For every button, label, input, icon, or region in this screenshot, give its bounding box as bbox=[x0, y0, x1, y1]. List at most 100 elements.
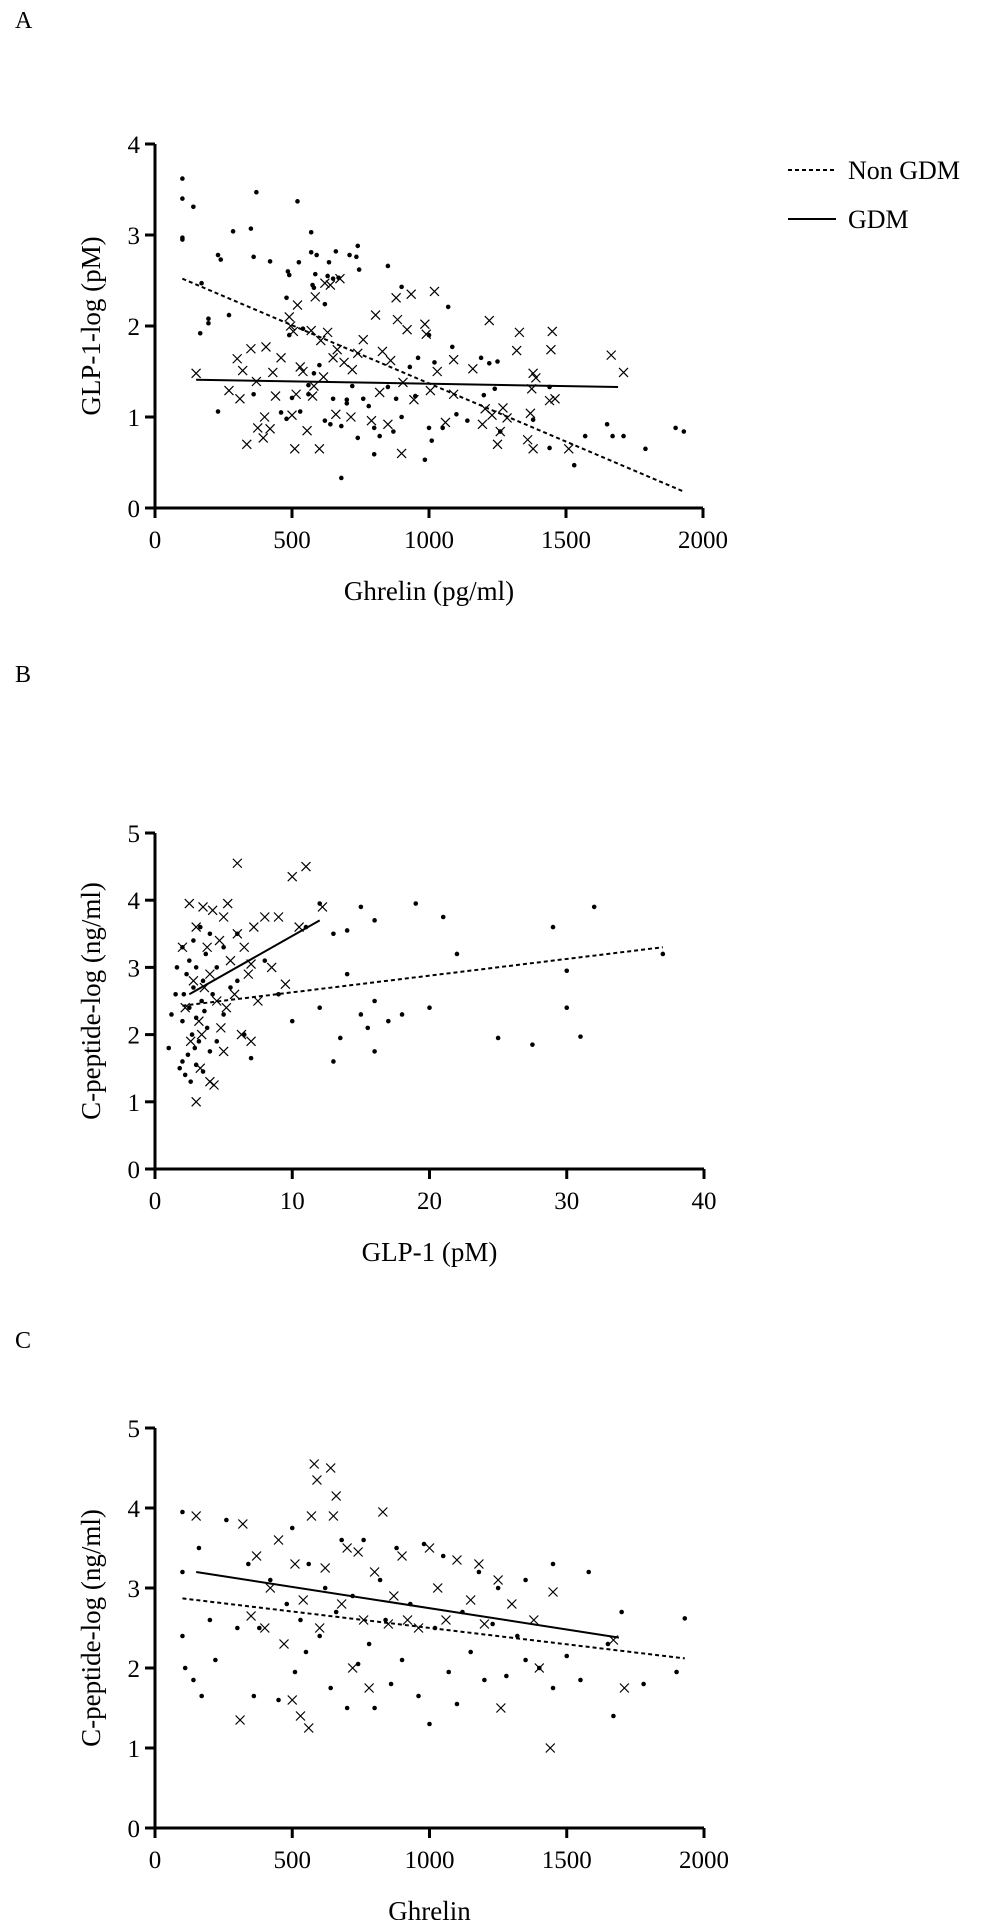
data-point-non-gdm bbox=[643, 446, 648, 452]
data-point-gdm bbox=[289, 443, 300, 454]
data-point-non-gdm bbox=[328, 421, 333, 427]
data-point-non-gdm bbox=[180, 1569, 185, 1575]
data-point-gdm bbox=[251, 1551, 262, 1561]
data-point-gdm bbox=[191, 1511, 202, 1521]
data-point-non-gdm bbox=[180, 1018, 185, 1024]
data-point-non-gdm bbox=[476, 1569, 482, 1575]
data-point-gdm bbox=[314, 1623, 325, 1633]
data-point-gdm bbox=[339, 357, 349, 368]
data-point-gdm bbox=[237, 1519, 248, 1529]
data-point-gdm bbox=[545, 1743, 556, 1753]
data-point-non-gdm bbox=[399, 284, 404, 290]
data-point-non-gdm bbox=[394, 1545, 399, 1551]
data-point-non-gdm bbox=[276, 1697, 281, 1703]
data-point-non-gdm bbox=[355, 435, 361, 441]
data-point-non-gdm bbox=[454, 411, 459, 417]
data-point-non-gdm bbox=[586, 1569, 592, 1575]
data-point-gdm bbox=[452, 1555, 462, 1565]
data-point-non-gdm bbox=[550, 1561, 556, 1567]
data-point-gdm bbox=[224, 385, 234, 396]
data-point-gdm bbox=[322, 327, 333, 338]
data-point-non-gdm bbox=[317, 1633, 323, 1639]
data-point-gdm bbox=[465, 1595, 476, 1605]
data-point-gdm bbox=[214, 935, 225, 946]
data-point-gdm bbox=[366, 415, 377, 426]
x-tick-label: 0 bbox=[149, 1188, 162, 1215]
data-point-non-gdm bbox=[482, 1677, 487, 1683]
legend-label-gdm: GDM bbox=[848, 205, 909, 234]
data-point-gdm bbox=[259, 912, 270, 922]
data-point-non-gdm bbox=[365, 1025, 371, 1031]
data-point-gdm bbox=[448, 389, 459, 400]
data-point-non-gdm bbox=[564, 1653, 570, 1659]
data-point-non-gdm bbox=[386, 1018, 391, 1024]
data-point-gdm bbox=[502, 412, 513, 423]
data-point-gdm bbox=[425, 385, 436, 396]
data-point-gdm bbox=[477, 419, 488, 430]
data-point-gdm bbox=[295, 362, 306, 372]
data-point-non-gdm bbox=[399, 1657, 405, 1663]
y-tick-label: 0 bbox=[128, 1157, 141, 1184]
data-point-gdm bbox=[544, 395, 555, 406]
data-point-gdm bbox=[528, 443, 539, 454]
fit-line-non-gdm bbox=[182, 946, 663, 1007]
data-point-gdm bbox=[235, 393, 245, 404]
chart-panel-c: C 0 500 1000 1500 2000 0 1 2 3 4 5 Ghrelin C-peptide-… bbox=[15, 1328, 729, 1920]
data-point-gdm bbox=[402, 324, 413, 335]
data-point-non-gdm bbox=[330, 396, 336, 402]
data-point-non-gdm bbox=[578, 1677, 583, 1683]
data-point-gdm bbox=[547, 326, 558, 337]
data-point-gdm bbox=[388, 1591, 399, 1601]
data-point-non-gdm bbox=[358, 904, 364, 910]
data-point-non-gdm bbox=[481, 392, 487, 398]
data-point-non-gdm bbox=[180, 1059, 185, 1064]
data-point-non-gdm bbox=[251, 254, 256, 260]
data-point-gdm bbox=[302, 425, 312, 436]
data-point-non-gdm bbox=[422, 457, 428, 463]
data-point-non-gdm bbox=[214, 965, 220, 970]
data-point-gdm bbox=[493, 1575, 504, 1585]
data-point-non-gdm bbox=[330, 276, 336, 281]
data-point-non-gdm bbox=[371, 452, 377, 457]
data-point-non-gdm bbox=[360, 396, 366, 402]
data-point-non-gdm bbox=[610, 433, 615, 439]
data-point-gdm bbox=[287, 871, 298, 882]
x-tick-label: 0 bbox=[149, 1847, 162, 1874]
data-point-non-gdm bbox=[366, 1641, 372, 1647]
data-point-non-gdm bbox=[297, 409, 303, 414]
data-point-gdm bbox=[288, 326, 299, 337]
data-point-non-gdm bbox=[177, 1065, 183, 1071]
data-point-non-gdm bbox=[468, 1649, 473, 1655]
data-point-gdm bbox=[314, 443, 325, 454]
data-point-non-gdm bbox=[641, 1681, 646, 1687]
x-tick-label: 20 bbox=[417, 1188, 442, 1215]
data-point-non-gdm bbox=[619, 1609, 624, 1615]
x-tick-label: 500 bbox=[273, 527, 311, 554]
data-point-gdm bbox=[413, 1623, 424, 1633]
data-point-non-gdm bbox=[191, 204, 196, 210]
chart-panel-b: B 0 10 20 30 40 0 1 2 3 4 5 GLP-1 (pM) C-peptide-log … bbox=[15, 662, 717, 1267]
data-point-non-gdm bbox=[215, 252, 221, 258]
data-point-gdm bbox=[191, 368, 202, 379]
data-point-non-gdm bbox=[564, 968, 570, 974]
data-point-gdm bbox=[298, 366, 308, 377]
data-point-gdm bbox=[328, 352, 339, 363]
y-tick-label: 4 bbox=[128, 1496, 141, 1523]
data-point-non-gdm bbox=[197, 330, 203, 336]
data-point-non-gdm bbox=[322, 1585, 328, 1591]
data-point-non-gdm bbox=[326, 260, 332, 265]
data-point-non-gdm bbox=[328, 1685, 333, 1691]
data-point-non-gdm bbox=[495, 1585, 501, 1591]
data-point-non-gdm bbox=[331, 1059, 336, 1064]
data-point-non-gdm bbox=[421, 1541, 427, 1547]
data-point-non-gdm bbox=[407, 364, 413, 370]
data-point-non-gdm bbox=[317, 362, 322, 368]
data-point-gdm bbox=[306, 325, 317, 336]
fit-line-gdm bbox=[196, 378, 619, 388]
data-point-non-gdm bbox=[317, 1005, 323, 1011]
data-point-gdm bbox=[235, 1715, 246, 1725]
y-tick-label: 3 bbox=[128, 1576, 141, 1603]
data-point-gdm bbox=[402, 1615, 413, 1625]
data-point-gdm bbox=[495, 426, 506, 437]
